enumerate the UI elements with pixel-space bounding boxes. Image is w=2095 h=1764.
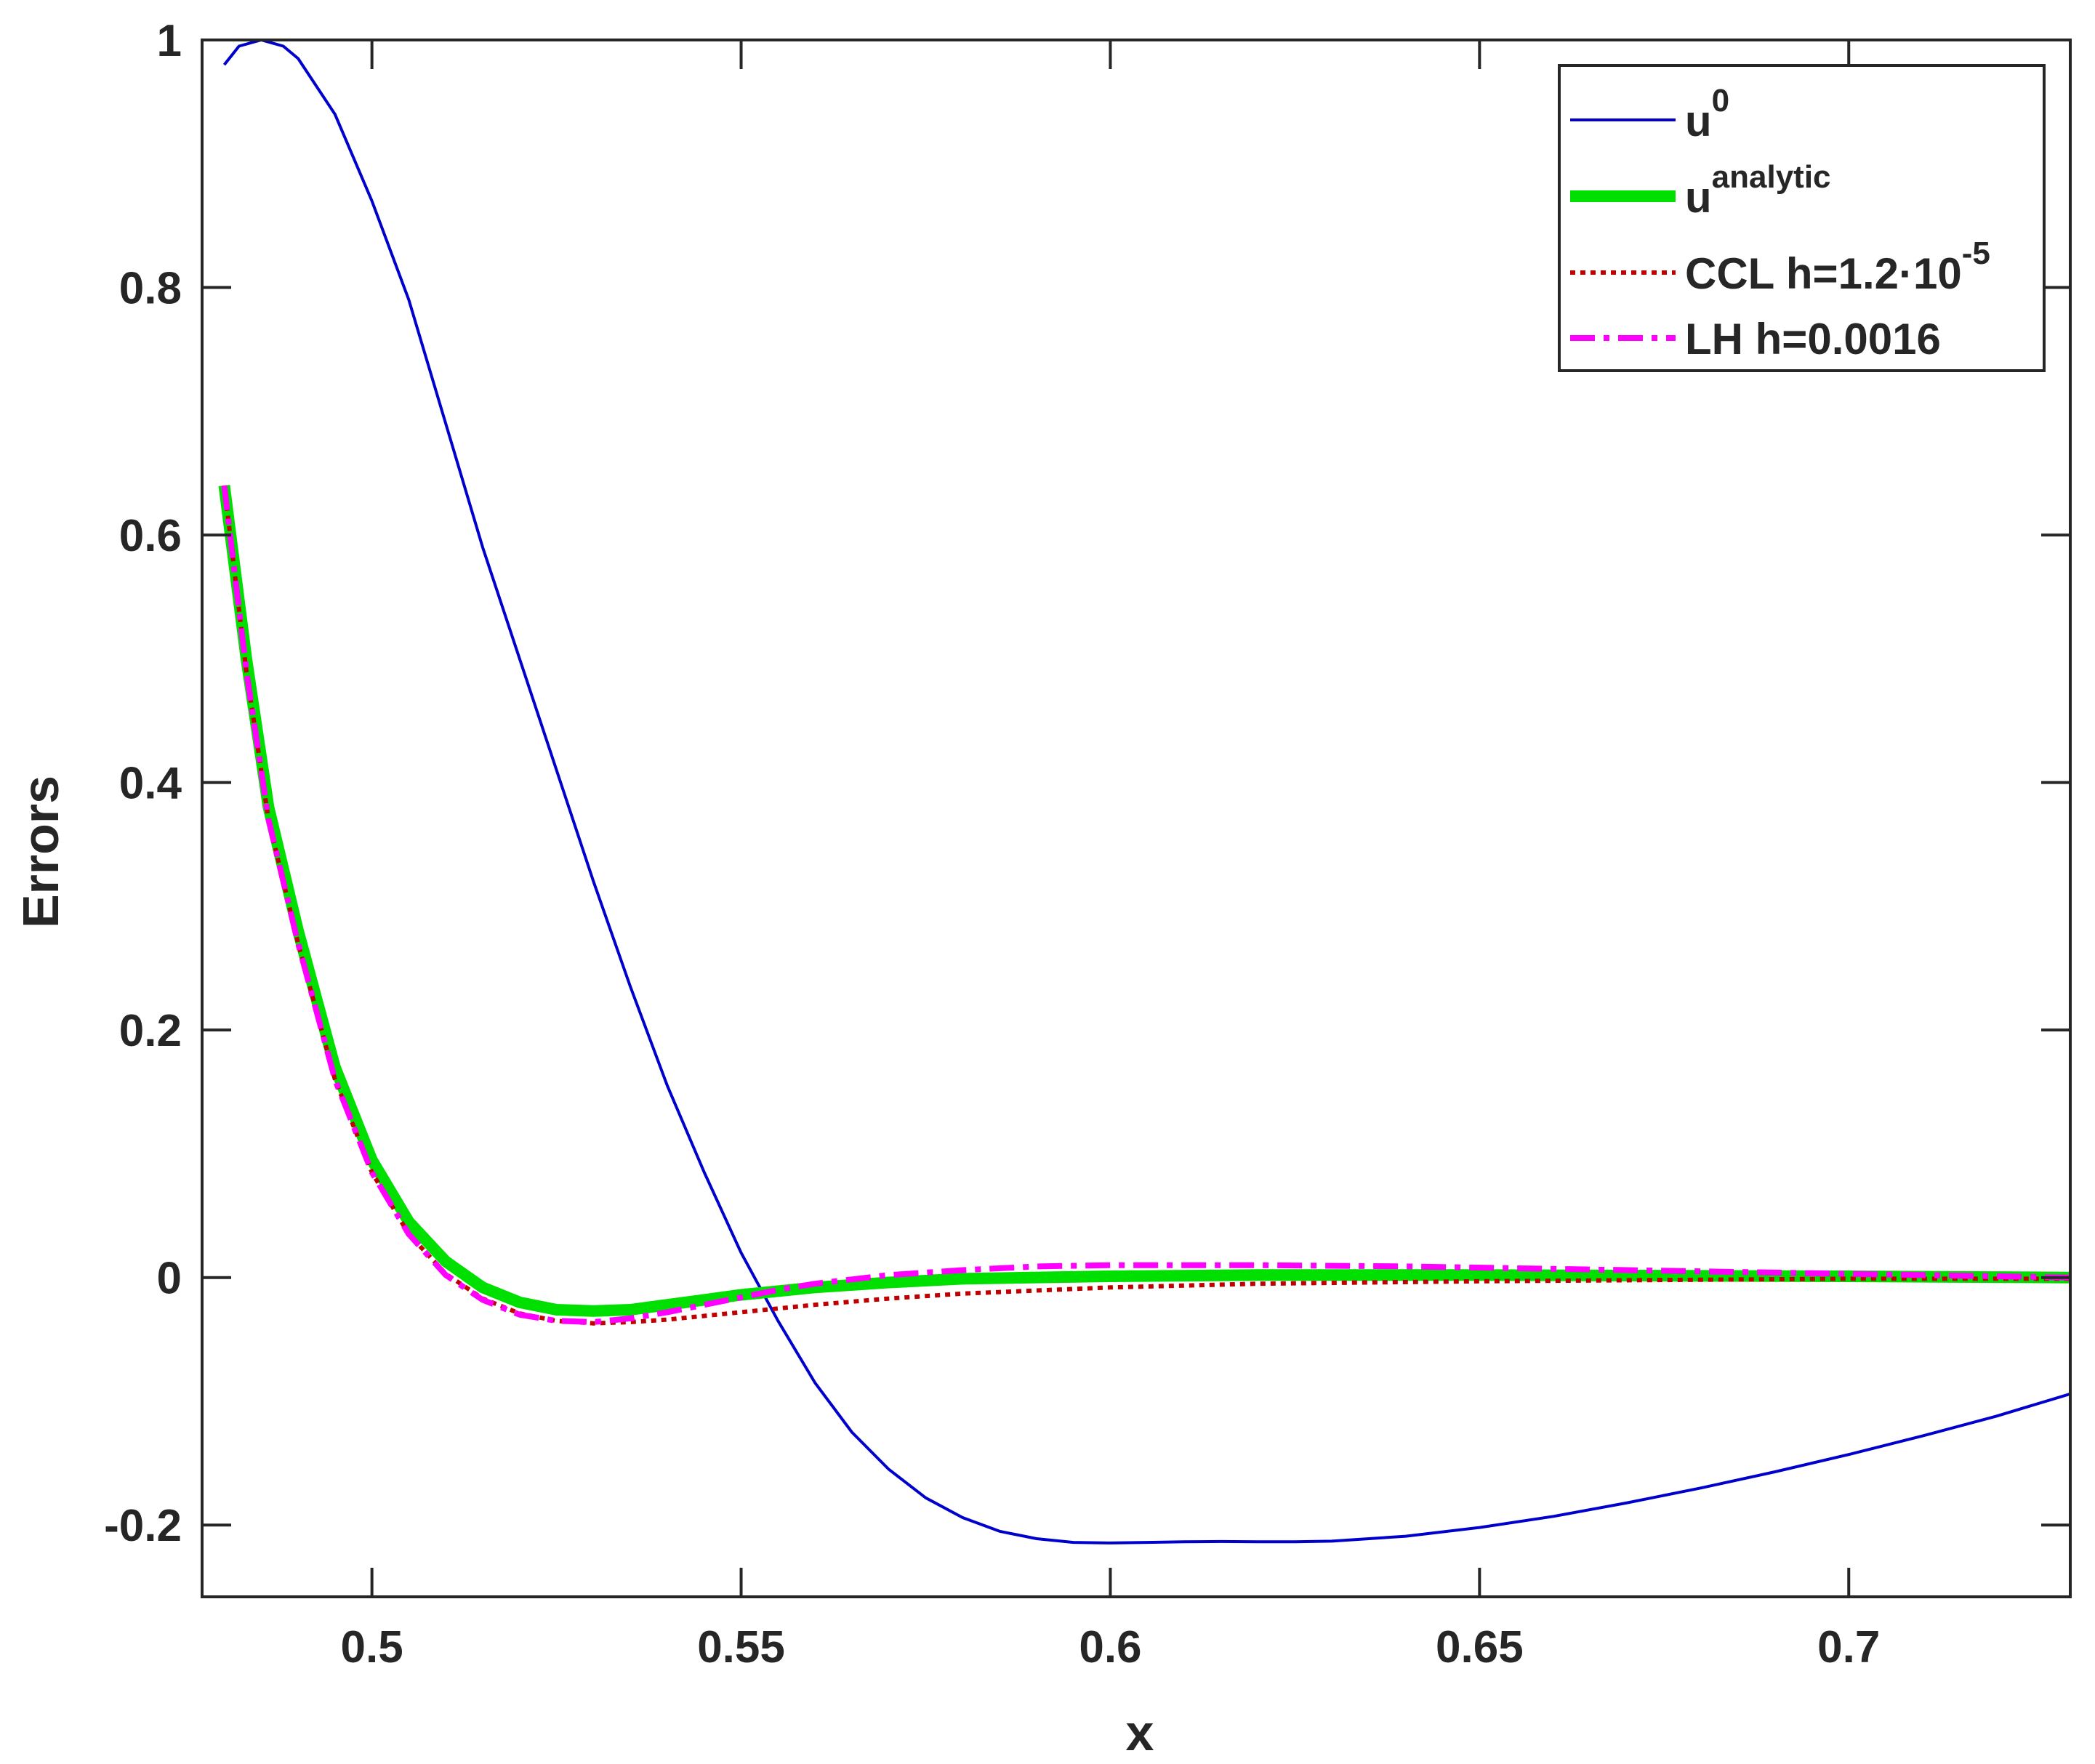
legend-label-lh: LH h=0.0016 <box>1685 315 1941 363</box>
series-line-lh <box>221 485 2071 1325</box>
series-line-ccl <box>222 485 2070 1326</box>
legend: u0 uanalytic CCL h=1.2·10-5 LH h=0.0016 <box>1558 64 2046 372</box>
x-tick-label: 0.6 <box>1079 1622 1141 1672</box>
legend-label-ccl: CCL h=1.2·10-5 <box>1685 235 1990 298</box>
x-tick-label: 0.7 <box>1817 1622 1880 1672</box>
y-tick-label: 0.8 <box>119 264 182 314</box>
y-tick-label: -0.2 <box>104 1501 182 1551</box>
axes-box <box>201 39 2072 1598</box>
series-line-analytic <box>218 484 2071 1317</box>
y-tick-label: 0.2 <box>119 1006 182 1056</box>
x-tick-label: 0.65 <box>1436 1622 1524 1672</box>
legend-label-u0: u0 <box>1685 83 1729 145</box>
y-tick-label: 0 <box>157 1254 182 1304</box>
legend-label-analytic: uanalytic <box>1685 159 1831 222</box>
series-line-u0 <box>222 39 2071 1544</box>
y-tick-label: 1 <box>157 16 182 66</box>
legend-box <box>1558 64 2046 372</box>
ticks-layer: 0.5 0.55 0.6 0.65 0.7 -0.2 0 0.2 0.4 0.6 0.8 1 <box>104 16 2070 1672</box>
x-tick-label: 0.5 <box>341 1622 403 1672</box>
x-axis-label: x <box>1126 1704 1154 1761</box>
x-tick-label: 0.55 <box>697 1622 785 1672</box>
y-tick-label: 0.4 <box>119 759 182 809</box>
series-layer <box>218 39 2071 1544</box>
y-tick-label: 0.6 <box>119 511 182 561</box>
legend-entries: u0 uanalytic CCL h=1.2·10-5 LH h=0.0016 <box>1570 83 1990 363</box>
y-axis-label: Errors <box>12 776 69 928</box>
